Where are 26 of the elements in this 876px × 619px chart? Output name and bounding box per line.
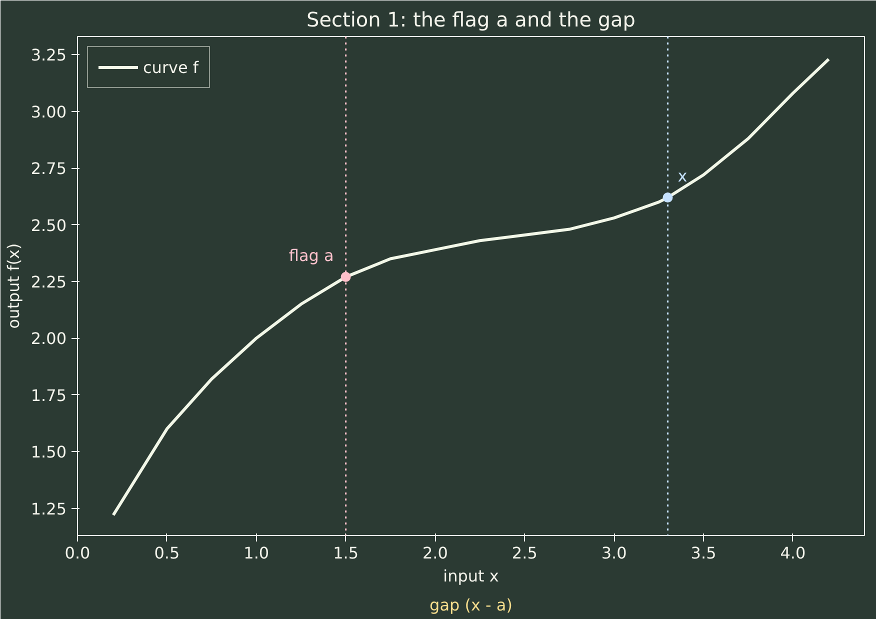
y-axis-title: output f(x)	[4, 243, 23, 329]
line-series	[112, 58, 830, 517]
x-tick-label: 3.5	[690, 544, 716, 562]
x-tick-label: 2.5	[512, 544, 538, 562]
legend-label: curve f	[143, 58, 199, 76]
x-tick-label: 1.0	[244, 544, 270, 562]
y-tick-label: 2.25	[30, 272, 66, 292]
y-tick-label: 2.50	[30, 216, 66, 235]
annotation: flag a	[288, 246, 334, 265]
x-tick-label: 0.0	[64, 544, 90, 562]
x-tick-label: 1.5	[333, 544, 359, 562]
y-tick-label: 3.00	[30, 102, 66, 122]
x-tick-label: 4.0	[780, 544, 806, 562]
y-tick-label: 3.25	[30, 46, 66, 65]
y-tick-label: 1.50	[30, 442, 66, 462]
text: gap (x - a)	[430, 596, 512, 614]
annotation: x	[678, 166, 688, 186]
x-tick-label: 2.0	[422, 544, 448, 562]
x-tick-label: 3.0	[601, 544, 627, 562]
y-tick-label: 1.25	[30, 499, 66, 518]
y-tick-label: 2.75	[30, 159, 66, 178]
y-tick-label: 2.00	[30, 329, 66, 348]
x-tick-label: 0.5	[154, 544, 180, 562]
y-tick-label: 1.75	[30, 386, 66, 405]
chart-title: Section 1: the flag a and the gap	[306, 8, 636, 32]
x-axis-title: input x	[443, 566, 499, 586]
